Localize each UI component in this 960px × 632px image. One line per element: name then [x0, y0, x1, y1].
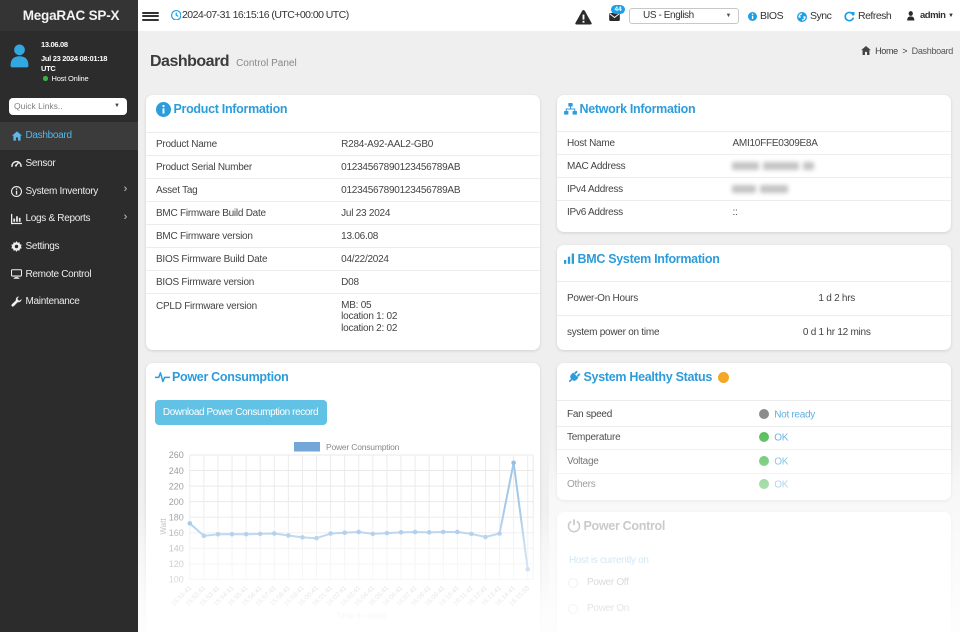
svg-text:180: 180: [169, 512, 184, 522]
svg-text:Watt: Watt: [159, 518, 168, 535]
svg-text:200: 200: [169, 497, 184, 507]
svg-text:240: 240: [169, 466, 184, 476]
svg-text:220: 220: [169, 481, 184, 491]
svg-text:Time (in mins): Time (in mins): [336, 611, 387, 620]
svg-text:140: 140: [169, 544, 184, 554]
svg-text:100: 100: [169, 575, 184, 585]
svg-text:120: 120: [169, 559, 184, 569]
svg-text:260: 260: [169, 450, 184, 460]
svg-text:Power Consumption: Power Consumption: [326, 442, 400, 452]
svg-text:160: 160: [169, 528, 184, 538]
